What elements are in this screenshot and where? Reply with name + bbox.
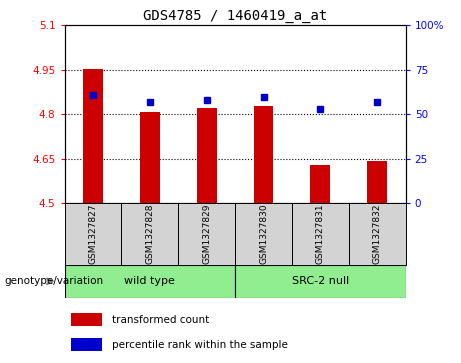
Bar	[83, 69, 103, 203]
Bar	[292, 203, 349, 265]
Text: SRC-2 null: SRC-2 null	[292, 276, 349, 286]
Bar	[121, 203, 178, 265]
Bar	[140, 112, 160, 203]
Text: percentile rank within the sample: percentile rank within the sample	[112, 340, 288, 350]
Bar	[178, 203, 235, 265]
Bar	[349, 203, 406, 265]
Text: GSM1327832: GSM1327832	[373, 204, 382, 264]
Text: GSM1327828: GSM1327828	[145, 204, 154, 264]
Text: GSM1327830: GSM1327830	[259, 204, 268, 265]
Bar	[65, 203, 121, 265]
Bar	[65, 265, 235, 298]
Title: GDS4785 / 1460419_a_at: GDS4785 / 1460419_a_at	[143, 9, 327, 23]
Text: GSM1327831: GSM1327831	[316, 204, 325, 265]
Bar	[254, 106, 273, 203]
Bar	[235, 265, 406, 298]
Text: wild type: wild type	[124, 276, 175, 286]
Bar	[71, 338, 102, 351]
Text: GSM1327829: GSM1327829	[202, 204, 211, 264]
Bar	[235, 203, 292, 265]
Bar	[310, 165, 331, 203]
Text: GSM1327827: GSM1327827	[89, 204, 97, 264]
Text: genotype/variation: genotype/variation	[5, 276, 104, 286]
Text: transformed count: transformed count	[112, 315, 210, 326]
Bar	[367, 161, 387, 203]
Bar	[197, 108, 217, 203]
Bar	[71, 313, 102, 326]
